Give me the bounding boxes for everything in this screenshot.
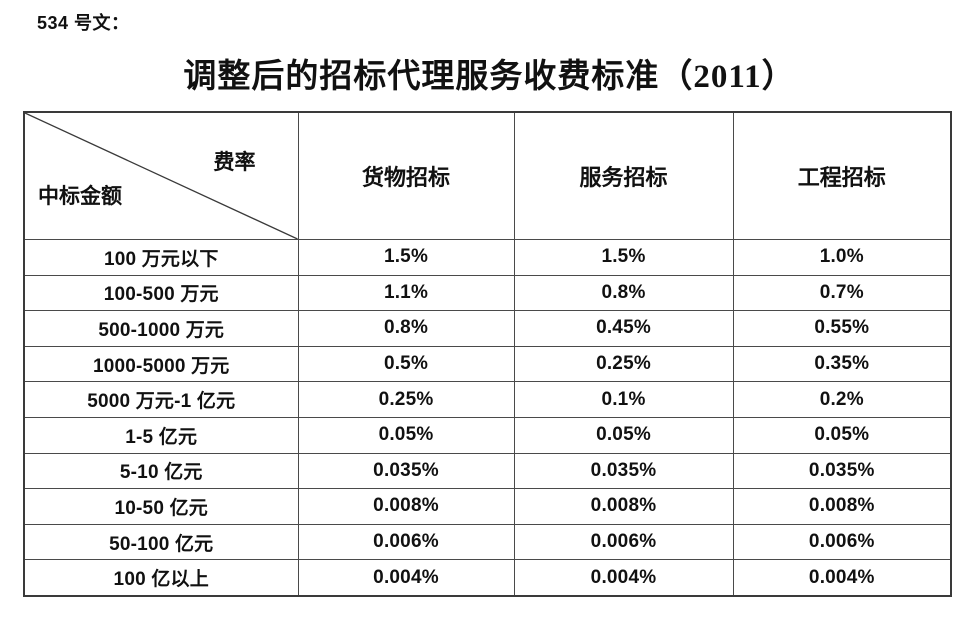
rate-cell-engineering: 0.2% <box>732 381 952 418</box>
rate-cell-goods: 1.5% <box>297 239 515 276</box>
rate-cell-goods: 0.004% <box>297 559 515 597</box>
rate-cell-goods: 0.5% <box>297 345 515 383</box>
table-row: 10-50 亿元 0.008% 0.008% 0.008% <box>23 488 952 525</box>
fee-rate-table: 费率 中标金额 货物招标 服务招标 工程招标 100 万元以下 1.5% 1.5… <box>23 111 952 597</box>
table-row: 5000 万元-1 亿元 0.25% 0.1% 0.2% <box>23 381 952 418</box>
rate-cell-engineering: 0.55% <box>732 310 952 347</box>
rate-cell-services: 0.004% <box>513 559 734 597</box>
column-header-engineering: 工程招标 <box>732 111 952 240</box>
amount-cell: 50-100 亿元 <box>23 523 299 561</box>
amount-axis-label: 中标金额 <box>38 184 122 208</box>
rate-cell-goods: 0.035% <box>297 452 515 490</box>
amount-cell: 100 亿以上 <box>23 559 299 597</box>
rate-cell-engineering: 0.006% <box>732 523 952 561</box>
rate-cell-services: 0.05% <box>513 416 734 454</box>
doc-number-label: 534 号文： <box>37 13 130 33</box>
rate-cell-engineering: 0.004% <box>732 559 952 597</box>
corner-cell: 费率 中标金额 <box>23 111 299 240</box>
header-row: 费率 中标金额 货物招标 服务招标 工程招标 <box>23 111 952 240</box>
rate-cell-goods: 0.25% <box>297 381 515 418</box>
rate-cell-services: 0.006% <box>513 523 734 561</box>
rate-cell-goods: 0.006% <box>297 523 515 561</box>
amount-cell: 5000 万元-1 亿元 <box>23 381 299 418</box>
rate-cell-engineering: 0.035% <box>732 452 952 490</box>
table-row: 1-5 亿元 0.05% 0.05% 0.05% <box>23 416 952 454</box>
amount-cell: 100-500 万元 <box>23 274 299 312</box>
table-row: 5-10 亿元 0.035% 0.035% 0.035% <box>23 452 952 490</box>
amount-cell: 1000-5000 万元 <box>23 345 299 383</box>
amount-cell: 5-10 亿元 <box>23 452 299 490</box>
rate-cell-goods: 0.05% <box>297 416 515 454</box>
rate-cell-services: 0.45% <box>513 310 734 347</box>
rate-cell-engineering: 0.7% <box>732 274 952 312</box>
rate-cell-engineering: 1.0% <box>732 239 952 276</box>
rate-cell-services: 0.035% <box>513 452 734 490</box>
rate-cell-goods: 1.1% <box>297 274 515 312</box>
rate-cell-services: 1.5% <box>513 239 734 276</box>
amount-cell: 500-1000 万元 <box>23 310 299 347</box>
table-row: 100-500 万元 1.1% 0.8% 0.7% <box>23 274 952 312</box>
rate-cell-services: 0.1% <box>513 381 734 418</box>
rate-cell-services: 0.25% <box>513 345 734 383</box>
rate-cell-services: 0.008% <box>513 488 734 525</box>
page-title: 调整后的招标代理服务收费标准（2011） <box>183 59 796 95</box>
rate-cell-engineering: 0.05% <box>732 416 952 454</box>
amount-cell: 1-5 亿元 <box>23 416 299 454</box>
table-row: 1000-5000 万元 0.5% 0.25% 0.35% <box>23 345 952 383</box>
rate-cell-goods: 0.008% <box>297 488 515 525</box>
rate-axis-label: 费率 <box>213 150 256 174</box>
rate-cell-engineering: 0.35% <box>732 345 952 383</box>
amount-cell: 100 万元以下 <box>23 239 299 276</box>
column-header-services: 服务招标 <box>513 111 734 240</box>
table-row: 100 亿以上 0.004% 0.004% 0.004% <box>23 559 952 597</box>
column-header-goods: 货物招标 <box>297 111 515 240</box>
rate-cell-services: 0.8% <box>513 274 734 312</box>
rate-cell-engineering: 0.008% <box>732 488 952 525</box>
table-row: 500-1000 万元 0.8% 0.45% 0.55% <box>23 310 952 347</box>
rate-cell-goods: 0.8% <box>297 310 515 347</box>
amount-cell: 10-50 亿元 <box>23 488 299 525</box>
table-row: 50-100 亿元 0.006% 0.006% 0.006% <box>23 523 952 561</box>
diagonal-divider <box>25 113 298 239</box>
table-row: 100 万元以下 1.5% 1.5% 1.0% <box>23 239 952 276</box>
